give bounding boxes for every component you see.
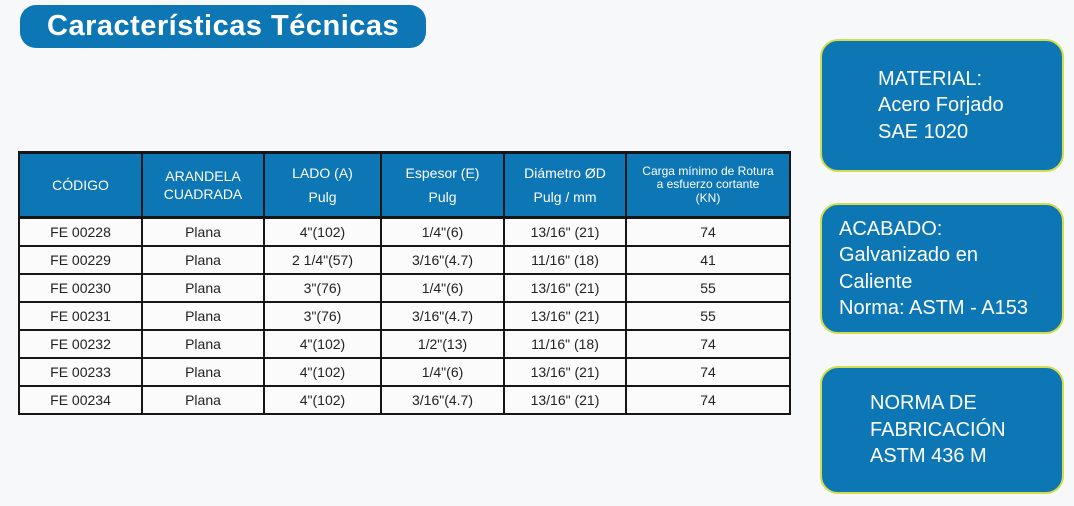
col-header-carga: Carga mínimo de Rotura a esfuerzo cortan… xyxy=(625,151,791,219)
table-header-row: CÓDIGO ARANDELA CUADRADA LADO (A) Pulg E… xyxy=(18,151,791,219)
cell-lado: 2 1/4"(57) xyxy=(263,245,382,275)
cell-espesor: 1/4"(6) xyxy=(380,216,505,247)
acabado-value: Galvanizado en xyxy=(839,244,978,266)
header-label: Pulg / mm xyxy=(533,189,597,205)
cell-lado: 3"(76) xyxy=(263,273,382,303)
cell-carga: 74 xyxy=(625,357,791,387)
header-label: Espesor (E) xyxy=(405,165,480,181)
header-label: Pulg xyxy=(428,189,457,205)
acabado-info-box: ACABADO: Galvanizado en Caliente Norma: … xyxy=(820,203,1064,334)
cell-carga: 74 xyxy=(625,385,791,415)
cell-espesor: 1/4"(6) xyxy=(380,273,505,303)
cell-carga: 74 xyxy=(625,329,791,359)
cell-carga: 41 xyxy=(625,245,791,275)
cell-arandela: Plana xyxy=(141,385,265,415)
table-row: FE 00228 Plana 4"(102) 1/4"(6) 13/16" (2… xyxy=(18,216,791,247)
cell-codigo: FE 00232 xyxy=(18,329,143,359)
header-label: CUADRADA xyxy=(163,186,243,202)
col-header-diametro: Diámetro ØD Pulg / mm xyxy=(503,151,627,219)
spec-table: CÓDIGO ARANDELA CUADRADA LADO (A) Pulg E… xyxy=(18,151,791,415)
table-row: FE 00234 Plana 4"(102) 3/16"(4.7) 13/16"… xyxy=(18,385,791,415)
cell-espesor: 3/16"(4.7) xyxy=(380,301,505,331)
cell-diametro: 13/16" (21) xyxy=(503,301,627,331)
cell-lado: 4"(102) xyxy=(263,216,382,247)
header-label: ARANDELA xyxy=(165,168,241,184)
cell-codigo: FE 00228 xyxy=(18,216,143,247)
acabado-label: ACABADO: xyxy=(839,217,943,240)
cell-arandela: Plana xyxy=(141,357,265,387)
cell-arandela: Plana xyxy=(141,216,265,247)
header-label: Carga mínimo de Rotura xyxy=(642,163,774,178)
cell-codigo: FE 00229 xyxy=(18,245,143,275)
norma-value: ASTM 436 M xyxy=(870,445,987,468)
cell-diametro: 11/16" (18) xyxy=(503,329,627,359)
acabado-norma: Norma: ASTM - A153 xyxy=(839,297,1028,319)
material-info-box: MATERIAL: Acero Forjado SAE 1020 xyxy=(820,39,1064,172)
table-row: FE 00230 Plana 3"(76) 1/4"(6) 13/16" (21… xyxy=(18,273,791,303)
cell-codigo: FE 00230 xyxy=(18,273,143,303)
cell-arandela: Plana xyxy=(141,245,265,275)
table-row: FE 00233 Plana 4"(102) 1/4"(6) 13/16" (2… xyxy=(18,357,791,387)
norma-label: NORMA DE xyxy=(870,392,977,415)
cell-lado: 3"(76) xyxy=(263,301,382,331)
cell-arandela: Plana xyxy=(141,301,265,331)
table-row: FE 00232 Plana 4"(102) 1/2"(13) 11/16" (… xyxy=(18,329,791,359)
header-label: Pulg xyxy=(308,189,337,205)
col-header-lado: LADO (A) Pulg xyxy=(263,151,382,219)
material-label: MATERIAL: xyxy=(878,67,983,90)
table-row: FE 00231 Plana 3"(76) 3/16"(4.7) 13/16" … xyxy=(18,301,791,331)
col-header-espesor: Espesor (E) Pulg xyxy=(380,151,505,219)
norma-label: FABRICACIÓN xyxy=(870,418,1006,441)
cell-lado: 4"(102) xyxy=(263,329,382,359)
cell-espesor: 1/4"(6) xyxy=(380,357,505,387)
header-label: LADO (A) xyxy=(292,165,353,181)
header-label: CÓDIGO xyxy=(52,177,109,193)
norma-info-box: NORMA DE FABRICACIÓN ASTM 436 M xyxy=(820,366,1064,494)
header-label: (KN) xyxy=(695,190,721,205)
header-label: a esfuerzo cortante xyxy=(656,177,760,192)
cell-codigo: FE 00234 xyxy=(18,385,143,415)
cell-espesor: 1/2"(13) xyxy=(380,329,505,359)
cell-lado: 4"(102) xyxy=(263,385,382,415)
cell-diametro: 13/16" (21) xyxy=(503,357,627,387)
cell-diametro: 13/16" (21) xyxy=(503,273,627,303)
page-title: Características Técnicas xyxy=(20,5,427,48)
cell-espesor: 3/16"(4.7) xyxy=(380,385,505,415)
cell-arandela: Plana xyxy=(141,329,265,359)
cell-espesor: 3/16"(4.7) xyxy=(380,245,505,275)
acabado-value: Caliente xyxy=(839,270,913,293)
cell-carga: 74 xyxy=(625,216,791,247)
material-value: Acero Forjado xyxy=(878,94,1004,117)
cell-carga: 55 xyxy=(625,301,791,331)
col-header-codigo: CÓDIGO xyxy=(18,151,143,219)
cell-diametro: 13/16" (21) xyxy=(503,385,627,415)
cell-carga: 55 xyxy=(625,273,791,303)
header-label: Diámetro ØD xyxy=(524,165,606,181)
table-row: FE 00229 Plana 2 1/4"(57) 3/16"(4.7) 11/… xyxy=(18,245,791,275)
cell-lado: 4"(102) xyxy=(263,357,382,387)
cell-codigo: FE 00231 xyxy=(18,301,143,331)
cell-arandela: Plana xyxy=(141,273,265,303)
cell-diametro: 13/16" (21) xyxy=(503,216,627,247)
col-header-arandela: ARANDELA CUADRADA xyxy=(141,151,265,219)
cell-codigo: FE 00233 xyxy=(18,357,143,387)
material-value: SAE 1020 xyxy=(878,120,969,143)
cell-diametro: 11/16" (18) xyxy=(503,245,627,275)
